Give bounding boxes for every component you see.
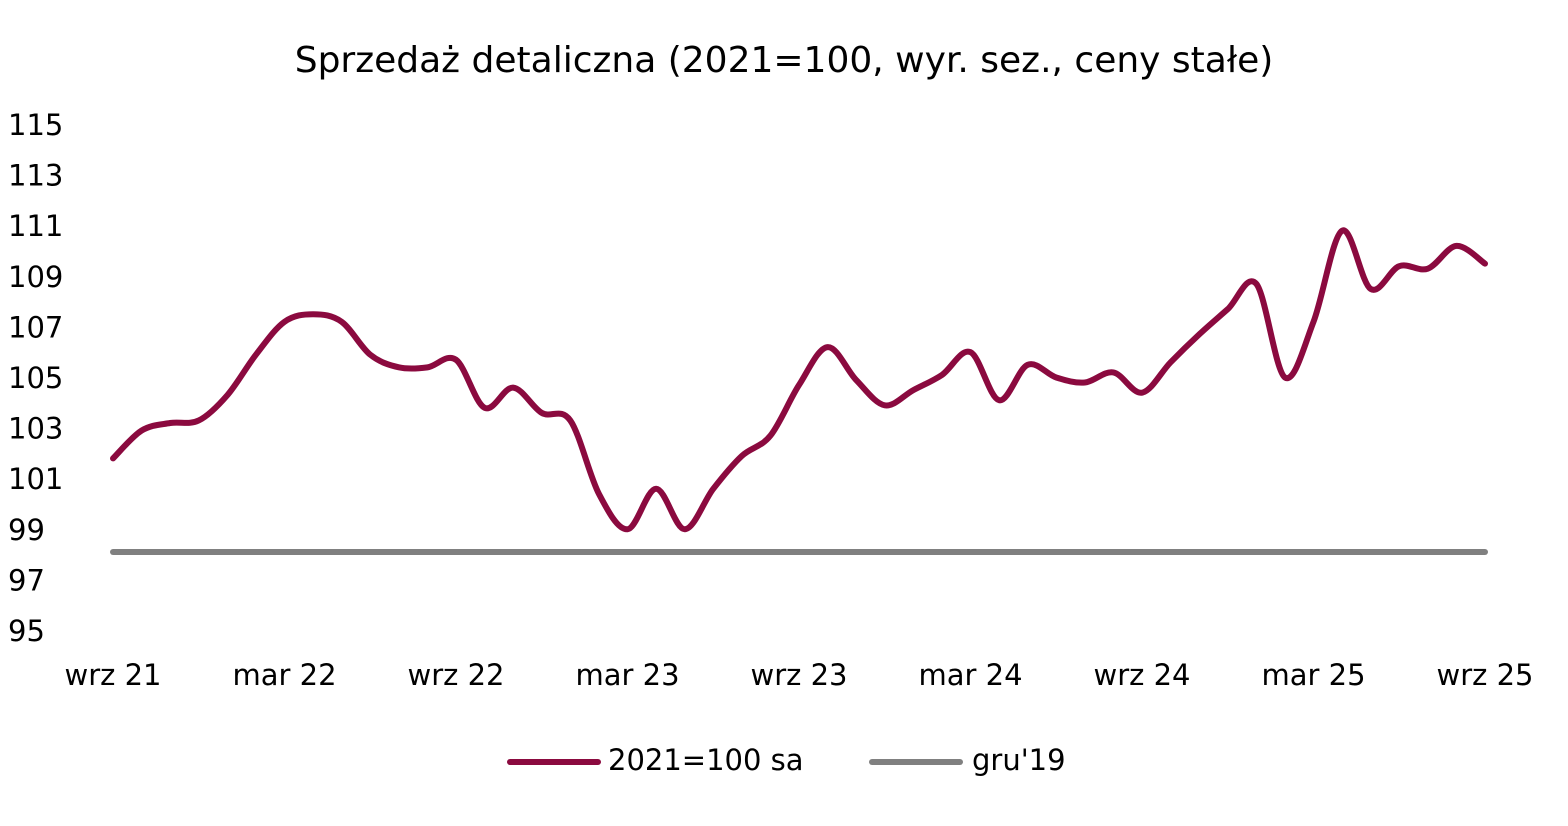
y-tick-label: 101 xyxy=(8,462,63,496)
y-tick-label: 103 xyxy=(8,412,63,446)
y-tick-label: 95 xyxy=(8,614,45,648)
x-tick-label: wrz 25 xyxy=(1437,658,1534,692)
y-tick-label: 105 xyxy=(8,361,63,395)
y-tick-label: 111 xyxy=(8,209,63,243)
legend-label: gru'19 xyxy=(972,743,1066,777)
y-tick-label: 109 xyxy=(8,260,63,294)
y-tick-label: 107 xyxy=(8,310,63,344)
x-tick-label: mar 25 xyxy=(1261,658,1365,692)
x-tick-label: mar 23 xyxy=(575,658,679,692)
y-tick-label: 113 xyxy=(8,159,63,193)
x-tick-label: wrz 23 xyxy=(751,658,848,692)
series-line xyxy=(110,227,1488,533)
y-tick-label: 99 xyxy=(8,513,45,547)
x-tick-label: mar 24 xyxy=(918,658,1022,692)
x-tick-label: wrz 22 xyxy=(408,658,505,692)
chart-title: Sprzedaż detaliczna (2021=100, wyr. sez.… xyxy=(295,40,1274,81)
y-tick-label: 115 xyxy=(8,108,63,142)
x-tick-label: wrz 21 xyxy=(65,658,162,692)
x-tick-label: wrz 24 xyxy=(1094,658,1191,692)
x-tick-label: mar 22 xyxy=(232,658,336,692)
legend-label: 2021=100 sa xyxy=(608,743,804,777)
y-tick-label: 97 xyxy=(8,563,45,597)
